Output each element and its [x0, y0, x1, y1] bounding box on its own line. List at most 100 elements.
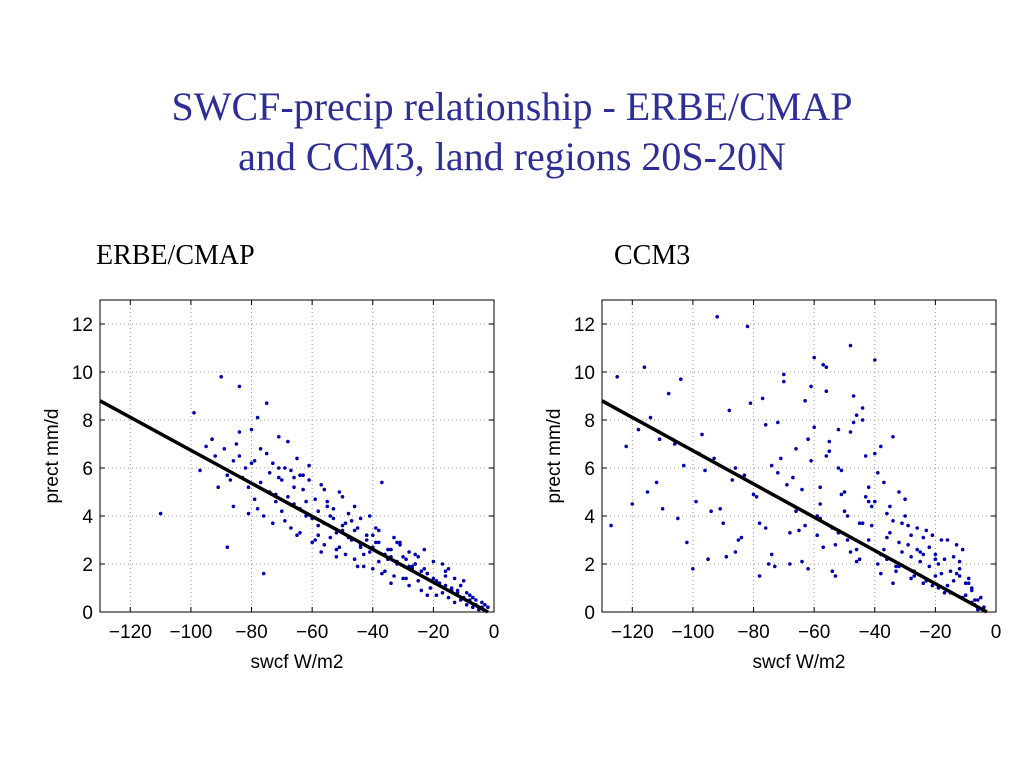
- data-point: [873, 499, 877, 504]
- data-point: [267, 471, 272, 475]
- data-point: [431, 559, 436, 564]
- data-point: [624, 444, 628, 449]
- data-point: [848, 343, 853, 348]
- data-point: [255, 507, 260, 511]
- data-point: [791, 475, 795, 480]
- data-point: [933, 557, 938, 561]
- data-point: [431, 576, 436, 581]
- data-point: [249, 427, 254, 432]
- data-point: [334, 547, 339, 552]
- data-point: [328, 514, 333, 518]
- data-point: [921, 581, 926, 585]
- plot-frame: [601, 299, 997, 613]
- data-point: [471, 595, 475, 600]
- data-point: [304, 499, 308, 504]
- x-tick-label: 0: [991, 622, 1002, 643]
- data-point: [292, 475, 296, 480]
- data-point: [298, 473, 302, 477]
- data-point: [228, 478, 233, 482]
- data-point: [289, 468, 293, 473]
- data-point: [854, 547, 859, 552]
- data-point: [976, 598, 980, 602]
- data-point: [863, 495, 868, 499]
- slide-title-line1: SWCF-precip relationship - ERBE/CMAP: [171, 84, 853, 129]
- data-point: [885, 535, 889, 540]
- data-point: [355, 526, 360, 530]
- y-tick-label: 12: [574, 315, 595, 336]
- data-point: [936, 562, 941, 566]
- data-point: [392, 574, 396, 578]
- x-tick-label: −20: [417, 622, 449, 643]
- data-point: [945, 538, 950, 542]
- data-point: [346, 511, 351, 516]
- x-tick-label: −120: [109, 622, 152, 643]
- data-point: [389, 547, 393, 552]
- data-point: [283, 519, 287, 523]
- data-point: [377, 540, 381, 545]
- data-point: [848, 430, 853, 434]
- data-point: [316, 533, 321, 537]
- data-point: [842, 509, 847, 513]
- data-point: [900, 521, 904, 525]
- data-point: [794, 447, 798, 451]
- data-point: [979, 595, 983, 600]
- fit-line: [601, 399, 988, 614]
- data-point: [334, 555, 339, 559]
- data-point: [352, 557, 357, 561]
- data-point: [742, 473, 747, 477]
- data-point: [751, 492, 756, 497]
- data-point: [845, 538, 850, 542]
- data-point: [367, 550, 372, 554]
- data-point: [434, 593, 439, 597]
- data-point: [776, 471, 780, 475]
- data-point: [809, 459, 813, 463]
- data-point: [352, 528, 357, 533]
- data-point: [222, 447, 227, 451]
- x-tick-label: −40: [357, 622, 389, 643]
- data-point: [331, 516, 336, 521]
- data-point: [800, 559, 804, 564]
- data-point: [246, 511, 251, 516]
- data-point: [918, 550, 922, 554]
- data-point: [389, 581, 393, 585]
- x-tick-label: −80: [737, 622, 769, 643]
- data-point: [824, 454, 829, 458]
- data-point: [261, 514, 266, 518]
- data-point: [452, 600, 457, 605]
- data-point: [894, 564, 898, 569]
- data-point: [888, 531, 892, 535]
- data-point: [957, 567, 962, 571]
- data-point: [231, 459, 236, 463]
- data-point: [298, 531, 302, 535]
- chart-erbe-cmap: −120 −100 −80 −60 −40 −20 0 0 2 4 6 8 10 12 swcf W/m2 p…: [42, 299, 500, 673]
- data-point: [416, 579, 421, 583]
- data-point: [286, 439, 290, 444]
- data-point: [471, 605, 475, 609]
- data-point: [395, 540, 399, 545]
- data-point: [322, 543, 327, 547]
- data-point: [966, 576, 971, 581]
- data-point: [483, 603, 487, 607]
- data-point: [854, 413, 859, 417]
- data-point: [948, 569, 953, 573]
- data-point: [374, 526, 378, 530]
- x-axis-label: swcf W/m2: [251, 652, 344, 673]
- y-tick-label: 12: [72, 315, 93, 336]
- y-tick-label: 6: [584, 459, 595, 480]
- y-tick-label: 2: [82, 555, 93, 576]
- data-point: [924, 528, 929, 533]
- data-point: [897, 540, 901, 545]
- data-point: [343, 521, 348, 525]
- data-point: [428, 586, 433, 590]
- data-point: [615, 375, 619, 379]
- data-point: [252, 459, 257, 463]
- data-point: [812, 425, 816, 429]
- data-point: [657, 437, 662, 441]
- x-tick-label: 0: [489, 622, 500, 643]
- data-point: [939, 571, 944, 576]
- x-tick-label: −100: [170, 622, 213, 643]
- data-point: [407, 583, 411, 588]
- panel-label-erbe: ERBE/CMAP: [96, 240, 255, 271]
- data-point: [694, 499, 698, 504]
- data-point: [966, 581, 971, 585]
